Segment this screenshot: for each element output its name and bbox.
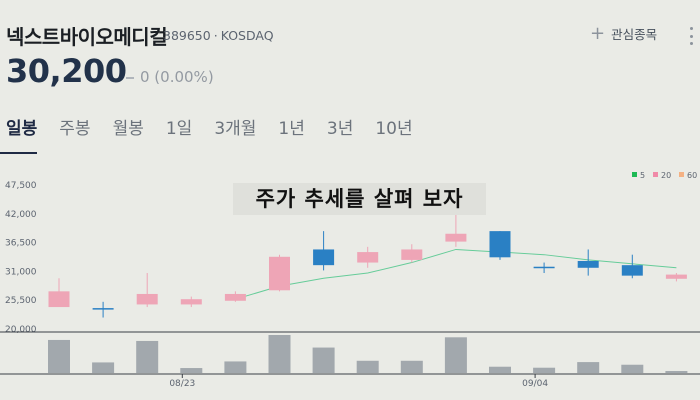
- volume-bar: [312, 347, 335, 373]
- price-tick-label: 42,000: [5, 210, 37, 220]
- period-tabs: 일봉 주봉 월봉 1일 3개월 1년 3년 10년: [6, 114, 435, 139]
- volume-bar: [180, 368, 203, 373]
- volume-bar: [48, 339, 70, 373]
- volume-bar: [444, 337, 467, 373]
- watchlist-button[interactable]: + 관심종목: [590, 24, 657, 43]
- stock-name: 넥스트바이오메디컬: [6, 25, 168, 49]
- candle-body: [357, 252, 379, 263]
- tab-1day[interactable]: 1일: [165, 119, 193, 139]
- separator-dot: ·: [213, 28, 218, 43]
- volume-bar: [400, 360, 423, 373]
- market-label: KOSDAQ: [220, 28, 274, 43]
- legend-swatch: [679, 172, 684, 177]
- tab-daily[interactable]: 일봉: [6, 119, 38, 139]
- legend-swatch: [653, 172, 658, 177]
- legend-label: 20: [661, 171, 671, 180]
- watchlist-label: 관심종목: [611, 27, 658, 42]
- candle-body: [313, 249, 335, 266]
- plus-icon: +: [590, 22, 606, 44]
- volume-bar: [577, 362, 600, 373]
- volume-bar: [665, 371, 688, 373]
- price-change: 0 (0.00%): [126, 68, 214, 86]
- candle-body: [48, 291, 70, 308]
- price-chart[interactable]: 47,500 42,000 36,500 31,000 25,500 20,000 08/2…: [0, 160, 700, 400]
- candle-body: [489, 231, 511, 258]
- candle-body: [401, 249, 423, 260]
- tab-10year[interactable]: 10년: [375, 119, 413, 139]
- volume-bar: [533, 367, 556, 373]
- legend-label: 5: [640, 171, 645, 180]
- volume-bar: [356, 360, 379, 373]
- more-menu-icon[interactable]: [690, 27, 694, 45]
- candle-body: [269, 256, 290, 291]
- volume-bar: [489, 366, 511, 373]
- price-tick-label: 20,000: [5, 325, 37, 335]
- tab-weekly[interactable]: 주봉: [59, 119, 91, 139]
- price-tick-label: 36,500: [5, 239, 37, 249]
- x-tick-label: 08/23: [169, 379, 195, 389]
- tab-3month[interactable]: 3개월: [214, 119, 257, 139]
- active-tab-indicator: [0, 152, 37, 154]
- candle-body: [533, 266, 555, 269]
- unchanged-icon: [126, 76, 134, 79]
- tab-monthly[interactable]: 월봉: [112, 119, 144, 139]
- volume-bar: [224, 361, 247, 373]
- legend-swatch: [632, 172, 637, 177]
- ma5-line: [235, 248, 677, 300]
- stock-code: 389650: [163, 28, 211, 43]
- price-tick-label: 31,000: [5, 267, 37, 277]
- candle-body: [224, 293, 246, 301]
- candle-body: [577, 260, 599, 268]
- price-change-value: 0 (0.00%): [140, 68, 214, 86]
- volume-bar: [136, 340, 159, 373]
- legend-label: 60: [687, 171, 697, 180]
- current-price: 30,200: [6, 52, 127, 90]
- x-tick-label: 09/04: [522, 379, 548, 389]
- candle-body: [92, 308, 114, 310]
- candle-body: [136, 293, 158, 305]
- volume-bar: [92, 362, 115, 373]
- candle-body: [621, 265, 643, 276]
- candle-body: [445, 233, 467, 242]
- price-tick-label: 47,500: [5, 181, 37, 191]
- price-tick-label: 25,500: [5, 296, 37, 306]
- overlay-caption: 주가 추세를 살펴 보자: [233, 183, 486, 215]
- stock-code-line: 389650 · KOSDAQ: [163, 28, 274, 43]
- candle-body: [180, 299, 202, 305]
- tab-3year[interactable]: 3년: [326, 119, 354, 139]
- volume-bar: [268, 335, 291, 373]
- candle-body: [665, 274, 687, 279]
- volume-bar: [621, 364, 644, 373]
- tab-1year[interactable]: 1년: [278, 119, 305, 139]
